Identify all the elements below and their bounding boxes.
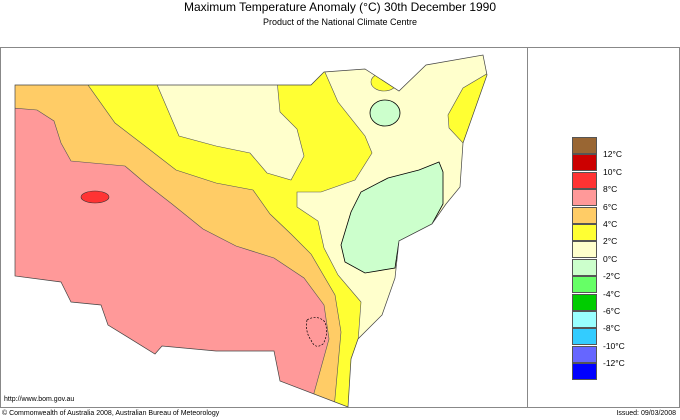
legend-divider xyxy=(527,47,528,407)
legend-swatch xyxy=(572,293,597,311)
legend-swatch xyxy=(572,189,597,207)
legend-label: 2°C xyxy=(603,236,618,247)
legend-swatch xyxy=(572,137,597,154)
legend-label: -2°C xyxy=(603,271,621,282)
legend-label: 0°C xyxy=(603,253,618,264)
legend-swatch xyxy=(572,258,597,276)
band-neg2-0-north xyxy=(369,99,401,127)
band-8-10 xyxy=(80,190,110,204)
legend-swatch xyxy=(572,154,597,172)
map-subtitle: Product of the National Climate Centre xyxy=(262,17,418,27)
band-neg2-0 xyxy=(340,161,444,274)
legend-label: -10°C xyxy=(603,340,625,351)
legend-swatch xyxy=(572,311,597,328)
legend-swatch xyxy=(572,206,597,224)
legend-label: -6°C xyxy=(603,306,621,316)
legend-swatch xyxy=(572,241,597,259)
legend-swatch xyxy=(572,276,597,294)
legend-label: 6°C xyxy=(603,201,618,212)
legend-swatch xyxy=(572,328,597,346)
legend-label: 12°C xyxy=(603,149,622,160)
legend-swatch xyxy=(572,224,597,241)
legend-label: -8°C xyxy=(603,323,621,334)
issued-date: Issued: 09/03/2008 xyxy=(616,410,676,417)
legend-label: -12°C xyxy=(603,358,625,369)
legend-label: 4°C xyxy=(603,219,618,229)
legend-label: 10°C xyxy=(603,166,622,177)
legend-label: -4°C xyxy=(603,288,621,299)
legend-swatch xyxy=(572,345,597,363)
nsw-outline xyxy=(14,54,488,408)
copyright-text: © Commonwealth of Australia 2008, Austra… xyxy=(2,410,220,417)
legend-label: 8°C xyxy=(603,184,618,195)
lake-outline xyxy=(306,317,327,347)
legend-swatch xyxy=(572,171,597,189)
legend-swatch xyxy=(572,363,597,381)
map-title: Maximum Temperature Anomaly (°C) 30th De… xyxy=(183,0,497,14)
source-url[interactable]: http://www.bom.gov.au xyxy=(4,396,75,403)
